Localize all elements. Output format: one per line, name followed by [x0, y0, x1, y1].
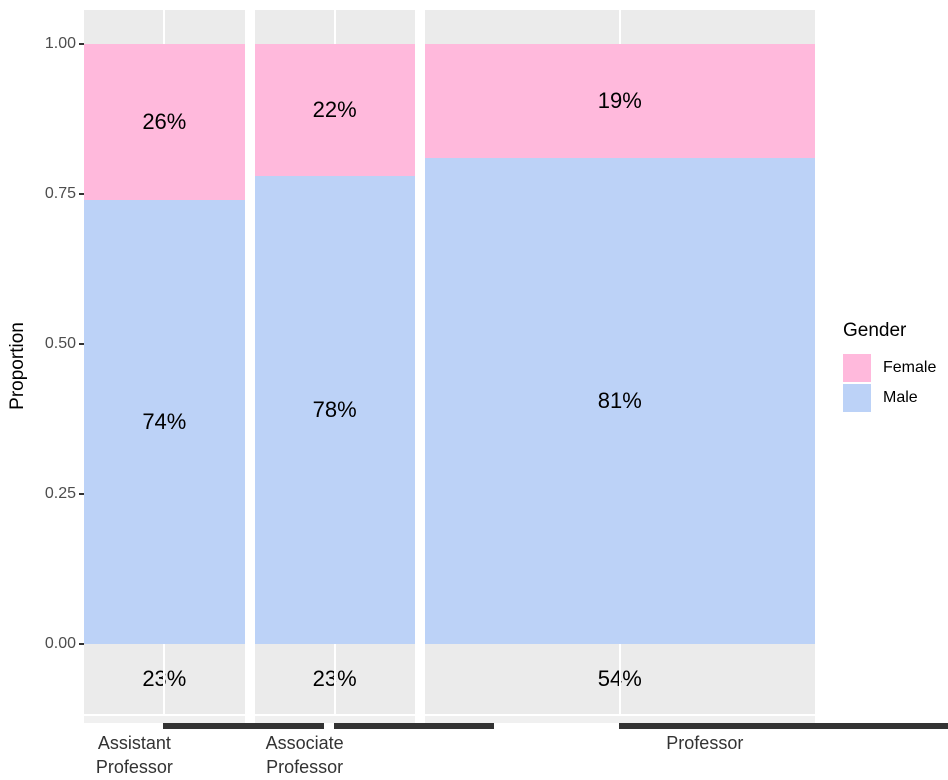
legend-label-male: Male	[883, 389, 918, 406]
x-gridline	[333, 644, 336, 714]
mosaic-column-professor: 19% 81% 54% Professor	[424, 0, 948, 780]
female-color-swatch	[843, 354, 871, 382]
x-gridline	[333, 10, 336, 44]
legend: Gender Female Male	[843, 320, 936, 414]
x-tick-mark	[618, 723, 948, 729]
male-segment: 81%	[424, 158, 815, 644]
y-tick-mark	[79, 343, 84, 345]
x-tick-mark	[333, 723, 494, 729]
legend-entry-male: Male	[843, 384, 936, 412]
y-tick-label: 0.75	[44, 185, 76, 202]
female-segment-label: 26%	[142, 109, 187, 134]
legend-entry-female: Female	[843, 354, 936, 382]
female-segment: 26%	[84, 44, 245, 200]
female-segment-label: 22%	[312, 97, 357, 122]
panel-edge-strip	[424, 716, 815, 723]
y-tick-mark	[79, 493, 84, 495]
top-strip	[254, 10, 415, 44]
y-tick-mark	[79, 193, 84, 195]
x-tick-label: Assistant Professor	[95, 733, 173, 777]
y-tick-label: 1.00	[44, 35, 76, 52]
x-gridline	[618, 10, 621, 44]
female-segment-label: 19%	[597, 88, 642, 113]
x-tick-label: Professor	[666, 733, 744, 753]
bottom-strip: 23%	[254, 644, 415, 714]
top-strip	[424, 10, 815, 44]
x-gridline	[163, 644, 165, 714]
male-segment: 74%	[84, 200, 245, 644]
legend-title: Gender	[843, 320, 907, 341]
bottom-strip: 54%	[424, 644, 815, 714]
y-tick-label: 0.25	[44, 485, 76, 502]
y-tick-mark	[79, 643, 84, 645]
y-tick-label: 0.50	[44, 335, 76, 352]
bottom-strip: 23%	[84, 644, 245, 714]
male-segment-label: 81%	[597, 388, 642, 413]
panel-edge-strip	[254, 716, 415, 723]
legend-label-female: Female	[883, 359, 937, 376]
mosaic-column-associate-professor: 22% 78% 23% Associate Professor	[254, 0, 494, 780]
y-tick-label: 0.00	[44, 635, 76, 652]
x-tick-label: Associate Professor	[265, 733, 344, 777]
male-segment: 78%	[254, 176, 415, 644]
x-gridline	[618, 644, 621, 714]
panel-edge-strip	[84, 716, 245, 723]
mosaic-column-assistant-professor: 26% 74% 23% Assistant Professor	[84, 0, 324, 780]
male-segment-label: 78%	[312, 397, 357, 422]
male-segment-label: 74%	[142, 409, 187, 434]
female-segment: 19%	[424, 44, 815, 158]
x-tick-mark	[163, 723, 324, 729]
female-segment: 22%	[254, 44, 415, 176]
x-gridline	[163, 10, 165, 44]
top-strip	[84, 10, 245, 44]
y-tick-mark	[79, 43, 84, 45]
male-color-swatch	[843, 384, 871, 412]
